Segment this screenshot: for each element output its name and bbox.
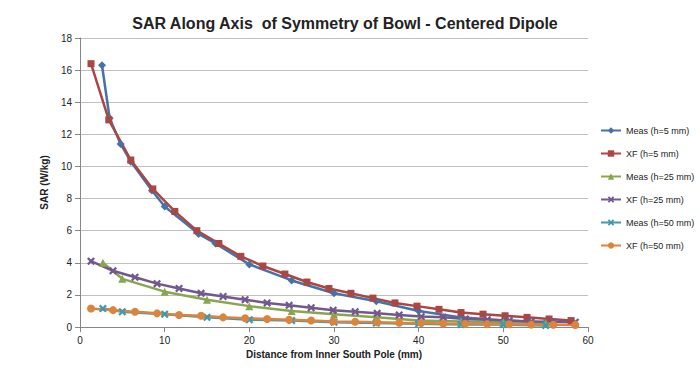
svg-text:60: 60 — [582, 335, 594, 346]
svg-text:4: 4 — [66, 257, 72, 268]
svg-text:Meas (h=5 mm): Meas (h=5 mm) — [626, 126, 689, 136]
svg-text:SAR (W/kg): SAR (W/kg) — [39, 155, 50, 209]
svg-text:14: 14 — [61, 97, 73, 108]
svg-text:Distance from Inner South Pole: Distance from Inner South Pole (mm) — [246, 349, 422, 360]
svg-text:12: 12 — [61, 129, 73, 140]
svg-text:6: 6 — [66, 225, 72, 236]
svg-text:Meas (h=25 mm): Meas (h=25 mm) — [626, 172, 694, 182]
svg-text:8: 8 — [66, 193, 72, 204]
svg-text:50: 50 — [498, 335, 510, 346]
svg-text:16: 16 — [61, 65, 73, 76]
svg-text:XF (h=25 mm): XF (h=25 mm) — [626, 195, 684, 205]
svg-text:0: 0 — [66, 322, 72, 333]
svg-text:0: 0 — [77, 335, 83, 346]
svg-text:40: 40 — [413, 335, 425, 346]
svg-text:10: 10 — [61, 161, 73, 172]
svg-text:Meas (h=50 mm): Meas (h=50 mm) — [626, 218, 694, 228]
svg-text:SAR Along Axis of Symmetry of: SAR Along Axis of Symmetry of Bowl - Cen… — [132, 15, 558, 32]
svg-text:XF (h=5 mm): XF (h=5 mm) — [626, 149, 679, 159]
svg-text:30: 30 — [328, 335, 340, 346]
svg-text:XF (h=50 mm): XF (h=50 mm) — [626, 241, 684, 251]
svg-text:2: 2 — [66, 289, 72, 300]
svg-text:20: 20 — [244, 335, 256, 346]
svg-text:18: 18 — [61, 33, 73, 44]
svg-text:10: 10 — [159, 335, 171, 346]
